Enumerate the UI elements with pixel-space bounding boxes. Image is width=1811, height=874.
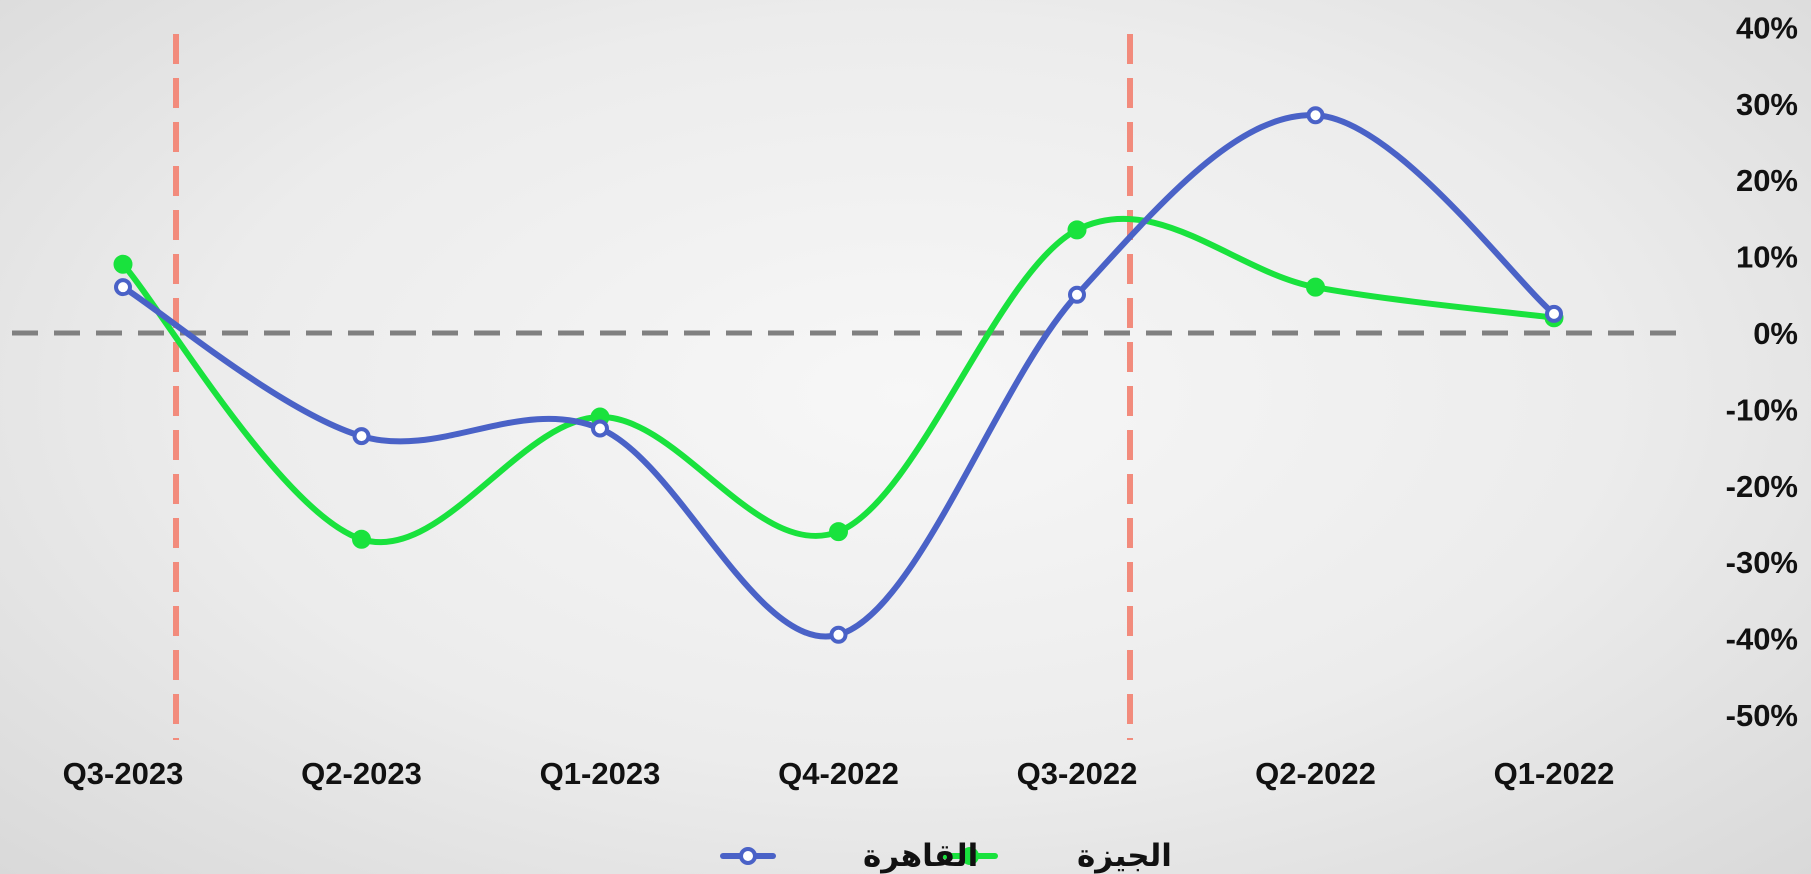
- legend-marker: [739, 847, 757, 865]
- data-point: [113, 254, 133, 274]
- data-point: [352, 427, 371, 446]
- y-tick-label: 0%: [1753, 316, 1798, 351]
- y-tick-label: 30%: [1736, 87, 1798, 122]
- series-1: [114, 106, 1563, 644]
- series-line-1: [120, 112, 1557, 640]
- data-point: [591, 419, 609, 438]
- x-tick-label: Q1-2022: [1494, 756, 1615, 791]
- y-tick-label: 20%: [1736, 163, 1798, 198]
- y-tick-label: -40%: [1726, 622, 1798, 657]
- x-tick-label: Q2-2022: [1255, 756, 1376, 791]
- y-tick-label: 10%: [1736, 240, 1798, 275]
- series-2: [113, 215, 1564, 549]
- x-axis: Q3-2023 Q2-2023 Q1-2023 Q4-2022 Q3-2022 Q2-20…: [63, 756, 1615, 791]
- series-layer: [113, 106, 1564, 644]
- legend-item-2: الجيزة: [942, 838, 1172, 874]
- legend-label: الجيزة: [1077, 838, 1172, 874]
- y-tick-label: -30%: [1726, 545, 1798, 580]
- data-point: [829, 625, 848, 644]
- data-point: [114, 278, 132, 297]
- data-point: [829, 522, 848, 542]
- data-point: [1306, 277, 1325, 297]
- data-point: [1068, 285, 1086, 304]
- x-tick-label: Q1-2023: [540, 756, 661, 791]
- x-tick-label: Q4-2022: [778, 756, 899, 791]
- data-point: [352, 529, 371, 549]
- y-tick-label: 40%: [1736, 10, 1798, 45]
- y-tick-label: -20%: [1726, 469, 1798, 504]
- legend-label: القاهرة: [863, 838, 978, 874]
- x-tick-label: Q3-2022: [1017, 756, 1138, 791]
- chart-guides: [12, 34, 1680, 740]
- data-point: [1545, 304, 1563, 323]
- legend-marker: [961, 847, 979, 865]
- legend-item-1: القاهرة: [720, 838, 978, 874]
- data-point: [1067, 220, 1087, 240]
- data-point: [1306, 106, 1325, 125]
- y-tick-label: -10%: [1726, 392, 1798, 427]
- x-tick-label: Q2-2023: [301, 756, 422, 791]
- series-line-2: [120, 215, 1557, 545]
- y-tick-label: -50%: [1726, 698, 1798, 733]
- x-tick-label: Q3-2023: [63, 756, 184, 791]
- legend: الجيزة القاهرة: [720, 838, 1172, 874]
- y-axis: 40% 30% 20% 10% 0% -10% -20% -30% -40% -50%: [1726, 10, 1798, 733]
